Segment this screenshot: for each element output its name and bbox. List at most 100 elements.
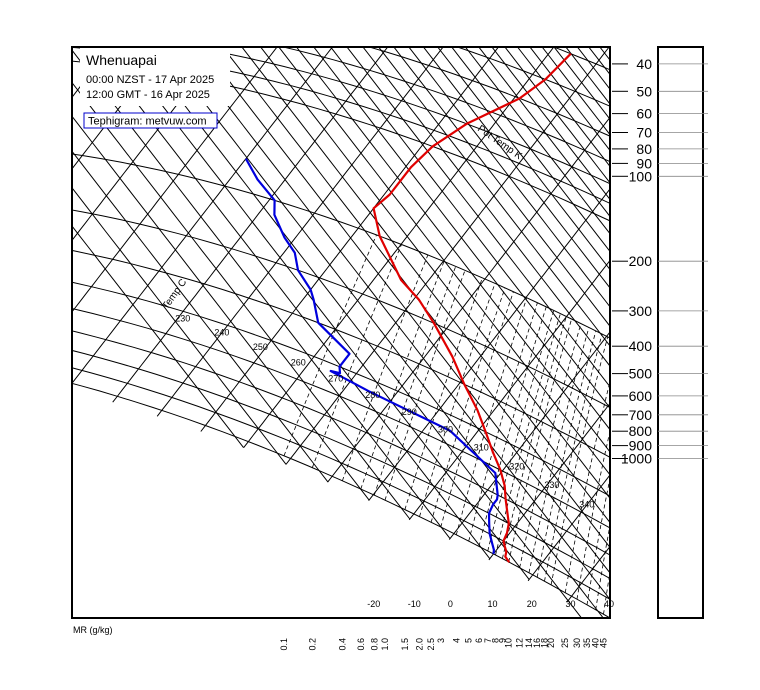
isobar-line bbox=[72, 308, 610, 529]
pressure-label: 400 bbox=[629, 338, 653, 354]
mixing-ratio-grid bbox=[283, 234, 610, 615]
title-background bbox=[80, 48, 230, 106]
mixing-ratio-line bbox=[342, 254, 429, 481]
temperature-trace bbox=[372, 52, 572, 563]
mixing-ratio-label: 1.0 bbox=[380, 638, 390, 651]
theta-label: 330 bbox=[544, 480, 559, 490]
mixing-ratio-line bbox=[495, 313, 561, 556]
isobar-line bbox=[72, 382, 610, 618]
mixing-ratio-label: 5 bbox=[464, 638, 474, 643]
temperature-label: -20 bbox=[367, 599, 380, 609]
temperature-axis-title: Temp C bbox=[160, 277, 189, 312]
dry-adiabat-line bbox=[362, 47, 610, 367]
mixing-ratio-line bbox=[550, 336, 609, 585]
mixing-ratio-line bbox=[283, 234, 377, 456]
dry-adiabat-line bbox=[346, 47, 610, 388]
isobar-line bbox=[72, 153, 610, 339]
isobar-line bbox=[72, 47, 610, 204]
mixing-ratio-line bbox=[487, 310, 555, 552]
mixing-ratio-label: 10 bbox=[504, 638, 514, 648]
isotherm-line bbox=[243, 47, 555, 448]
theta-label: 310 bbox=[474, 443, 489, 453]
mixing-ratio-label: 2.5 bbox=[426, 638, 436, 651]
pressure-label: 300 bbox=[629, 303, 653, 319]
theta-label: 290 bbox=[402, 407, 417, 417]
isobar-line bbox=[72, 281, 610, 497]
mixing-ratio-line bbox=[536, 330, 597, 578]
mixing-ratio-line bbox=[519, 323, 582, 568]
wind-panel-frame bbox=[657, 46, 704, 619]
time-local: 00:00 NZST - 17 Apr 2025 bbox=[86, 74, 214, 86]
pressure-label: 40 bbox=[636, 56, 652, 72]
mixing-ratio-label: 4 bbox=[451, 638, 461, 643]
pressure-label: 100 bbox=[629, 168, 653, 184]
mixing-ratio-label: 9 bbox=[497, 638, 507, 643]
time-gmt: 12:00 GMT - 16 Apr 2025 bbox=[86, 89, 210, 101]
pressure-label: 90 bbox=[636, 155, 652, 171]
dry-adiabat-line bbox=[576, 47, 610, 90]
theta-label: 230 bbox=[175, 313, 190, 323]
isotherm-line bbox=[644, 212, 760, 646]
isotherm-line bbox=[200, 47, 500, 432]
mixing-ratio-line bbox=[528, 327, 590, 573]
isobar-line bbox=[189, 47, 610, 185]
mixing-ratio-label: 40 bbox=[591, 638, 601, 648]
pressure-label: 200 bbox=[629, 253, 653, 269]
mixing-ratio-line bbox=[544, 333, 603, 582]
mixing-ratio-line bbox=[564, 379, 610, 593]
theta-label: 240 bbox=[214, 327, 229, 337]
isobar-line bbox=[72, 367, 610, 600]
theta-label: 260 bbox=[291, 357, 306, 367]
mixing-ratio-label: 18 bbox=[540, 638, 550, 648]
isotherm-line bbox=[488, 402, 610, 561]
dry-adiabat-line bbox=[92, 47, 491, 560]
mixing-ratio-label: 8 bbox=[491, 638, 501, 643]
pressure-label: 50 bbox=[636, 83, 652, 99]
temperature-label: 30 bbox=[566, 599, 576, 609]
pressure-label: 500 bbox=[629, 366, 653, 382]
isotherm-line bbox=[681, 235, 760, 669]
isotherm-line bbox=[72, 47, 278, 313]
dry-adiabat-line bbox=[565, 47, 610, 105]
mixing-ratio-label: 0.2 bbox=[307, 638, 317, 651]
mixing-ratio-line bbox=[603, 569, 610, 615]
mixing-ratio-label: 16 bbox=[532, 638, 542, 648]
pressure-label: 600 bbox=[629, 388, 653, 404]
isotherm-line bbox=[448, 331, 610, 540]
mixing-ratio-label: 25 bbox=[560, 638, 570, 648]
dry-adiabat-line bbox=[330, 47, 610, 409]
mixing-ratio-line bbox=[311, 244, 402, 468]
dry-adiabat-line bbox=[313, 47, 610, 431]
isobar-line bbox=[72, 330, 610, 556]
dry-adiabat-line bbox=[259, 47, 610, 500]
dry-adiabat-line bbox=[221, 47, 610, 549]
isotherm-line bbox=[112, 47, 389, 403]
mixing-ratio-line bbox=[430, 287, 506, 523]
mixing-ratio-label: 14 bbox=[524, 638, 534, 648]
pressure-label: 80 bbox=[636, 141, 652, 157]
mixing-ratio-line bbox=[595, 522, 610, 610]
mixing-ratio-label: 6 bbox=[474, 638, 484, 643]
isotherm-line bbox=[285, 47, 610, 465]
mixing-ratio-label: 1.5 bbox=[400, 638, 410, 651]
grid-labels: 230240250260270280290300310320330340-20-… bbox=[175, 313, 614, 650]
isobar-line bbox=[281, 47, 610, 163]
dry-adiabat-line bbox=[464, 47, 610, 235]
isotherm-line bbox=[72, 47, 223, 242]
dry-adiabat-line bbox=[541, 47, 610, 136]
mixing-ratio-label: 0.1 bbox=[279, 638, 289, 651]
dry-adiabat-line bbox=[72, 81, 411, 520]
temperature-label: 10 bbox=[488, 599, 498, 609]
theta-label: 300 bbox=[438, 425, 453, 435]
source-label: Tephigram: metvuw.com bbox=[88, 116, 207, 128]
isobar-line bbox=[367, 47, 610, 137]
temperature-label: 20 bbox=[527, 599, 537, 609]
mixing-ratio-label: 0.6 bbox=[356, 638, 366, 651]
dry-adiabat-line bbox=[491, 47, 610, 201]
pressure-label: 800 bbox=[629, 423, 653, 439]
station-name: Whenuapai bbox=[86, 52, 157, 68]
mixing-ratio-line bbox=[468, 302, 538, 542]
sounding-traces bbox=[244, 52, 572, 563]
